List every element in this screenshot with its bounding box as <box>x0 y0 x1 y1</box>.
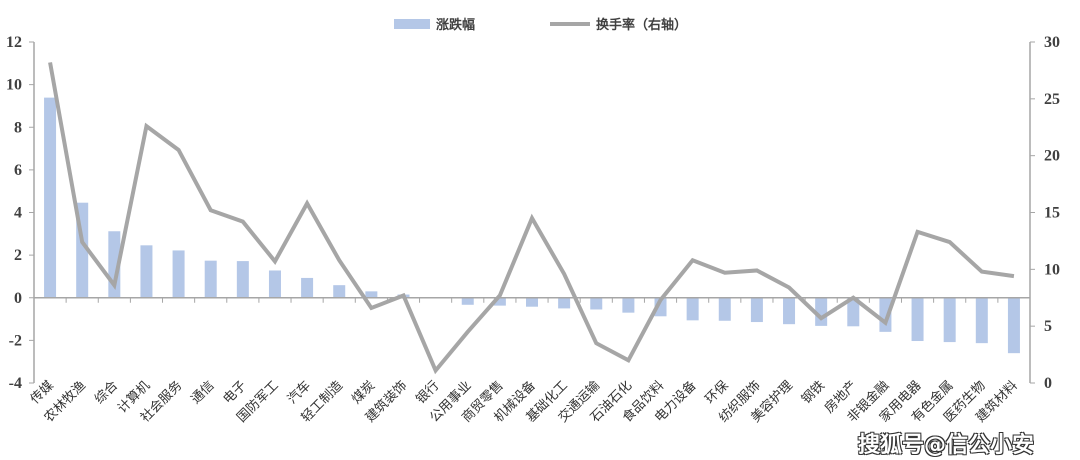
left-tick-label: 12 <box>6 34 22 51</box>
bar-有色金属 <box>943 297 956 343</box>
left-tick-label: 6 <box>14 162 22 179</box>
bar-国防军工 <box>268 270 281 298</box>
left-tick-label: 2 <box>14 247 22 264</box>
left-tick-label: 8 <box>14 119 22 136</box>
bar-传媒 <box>44 97 57 298</box>
category-label: 通信 <box>189 378 218 407</box>
left-tick-label: -2 <box>9 332 22 349</box>
left-tick-label: 10 <box>6 77 22 94</box>
bar-医药生物 <box>975 297 988 344</box>
bar-家用电器 <box>911 297 924 342</box>
bar-汽车 <box>301 277 314 298</box>
right-tick-label: 5 <box>1044 318 1052 335</box>
bar-非银金融 <box>879 297 892 332</box>
legend-line-label: 换手率（右轴） <box>596 17 687 33</box>
bar-环保 <box>718 297 731 321</box>
watermark: 搜狐号@信公小安 <box>858 433 1035 458</box>
right-tick-label: 15 <box>1044 205 1060 222</box>
right-tick-label: 30 <box>1044 34 1060 51</box>
bar-电力设备 <box>686 297 699 321</box>
left-tick-label: 4 <box>14 205 22 222</box>
bar-石油石化 <box>622 297 635 313</box>
category-label: 汽车 <box>284 378 314 408</box>
bar-轻工制造 <box>333 285 346 298</box>
bar-钢铁 <box>815 297 828 326</box>
right-tick-label: 25 <box>1044 91 1060 108</box>
bar-基础化工 <box>558 297 571 309</box>
bar-通信 <box>204 260 217 298</box>
bar-公用事业 <box>461 297 474 305</box>
bar-电子 <box>236 261 249 298</box>
legend-bar-swatch <box>394 19 430 29</box>
bar-煤炭 <box>365 291 378 298</box>
bar-房地产 <box>847 297 860 327</box>
bar-计算机 <box>140 245 153 298</box>
turnover-line <box>48 62 1015 375</box>
left-tick-label: -4 <box>9 375 22 392</box>
right-tick-label: 10 <box>1044 261 1060 278</box>
bar-建筑材料 <box>1007 297 1020 354</box>
right-tick-label: 20 <box>1044 148 1060 165</box>
right-tick-label: 0 <box>1044 375 1052 392</box>
bar-交通运输 <box>590 297 603 310</box>
bar-社会服务 <box>172 250 185 298</box>
left-tick-label: 0 <box>14 290 22 307</box>
bar-纺织服饰 <box>750 297 763 323</box>
legend-bar-label: 涨跌幅 <box>435 17 475 33</box>
bar-商贸零售 <box>493 297 506 306</box>
bar-美容护理 <box>783 297 796 325</box>
bar-机械设备 <box>526 297 538 307</box>
